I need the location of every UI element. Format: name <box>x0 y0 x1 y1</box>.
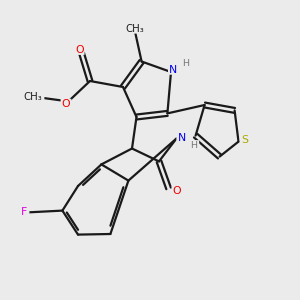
Text: N: N <box>178 133 186 143</box>
FancyBboxPatch shape <box>188 140 199 150</box>
Text: H: H <box>190 141 197 150</box>
FancyBboxPatch shape <box>240 135 250 145</box>
Text: CH₃: CH₃ <box>24 92 42 102</box>
FancyBboxPatch shape <box>124 23 146 34</box>
FancyBboxPatch shape <box>172 186 182 196</box>
FancyBboxPatch shape <box>176 133 187 143</box>
Text: N: N <box>169 64 178 75</box>
Text: F: F <box>21 207 27 218</box>
FancyBboxPatch shape <box>19 207 29 218</box>
FancyBboxPatch shape <box>61 99 71 109</box>
Text: S: S <box>242 135 249 145</box>
FancyBboxPatch shape <box>181 58 191 69</box>
Text: O: O <box>173 186 181 196</box>
Text: O: O <box>75 45 83 55</box>
Text: O: O <box>62 99 70 109</box>
Text: CH₃: CH₃ <box>126 23 144 34</box>
Text: H: H <box>182 59 190 68</box>
FancyBboxPatch shape <box>22 92 44 102</box>
FancyBboxPatch shape <box>74 45 85 55</box>
FancyBboxPatch shape <box>168 64 179 75</box>
